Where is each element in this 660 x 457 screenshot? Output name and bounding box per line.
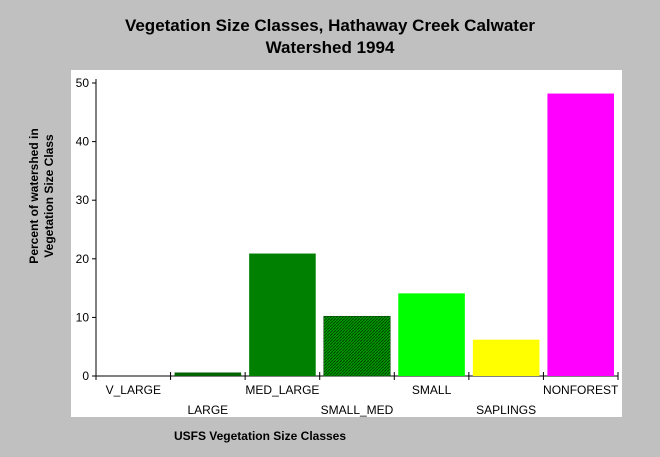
bar-nonforest — [547, 93, 614, 376]
y-tick-label: 10 — [76, 310, 90, 324]
x-axis-title: USFS Vegetation Size Classes — [174, 429, 346, 443]
y-axis-title: Percent of watershed in Vegetation Size … — [27, 128, 56, 263]
x-tick-label: SMALL — [412, 383, 452, 397]
chart-title-line-1: Vegetation Size Classes, Hathaway Creek … — [124, 16, 536, 35]
x-tick-label: MED_LARGE — [245, 383, 319, 397]
bar-med-large — [249, 253, 316, 376]
y-tick-label: 30 — [76, 193, 90, 207]
bar-small — [398, 293, 465, 376]
y-tick-label: 20 — [76, 252, 90, 266]
y-tick-label: 50 — [76, 76, 90, 90]
bars — [174, 93, 614, 377]
x-tick-label: SMALL_MED — [321, 403, 394, 417]
x-tick-label: NONFOREST — [543, 383, 619, 397]
y-axis-title-line-2: Vegetation Size Class — [42, 134, 56, 258]
x-tick-label: SAPLINGS — [476, 403, 536, 417]
bar-large — [174, 372, 242, 376]
x-tick-label: V_LARGE — [106, 383, 161, 397]
chart-title-line-2: Watershed 1994 — [265, 38, 395, 57]
bar-saplings — [472, 339, 540, 376]
bar-small-med — [323, 315, 391, 377]
y-tick-label: 0 — [82, 369, 89, 383]
y-axis-title-line-1: Percent of watershed in — [27, 128, 41, 263]
y-axis: 0 10 20 30 40 50 — [76, 76, 97, 383]
x-tick-label: LARGE — [188, 403, 229, 417]
y-tick-label: 40 — [76, 135, 90, 149]
